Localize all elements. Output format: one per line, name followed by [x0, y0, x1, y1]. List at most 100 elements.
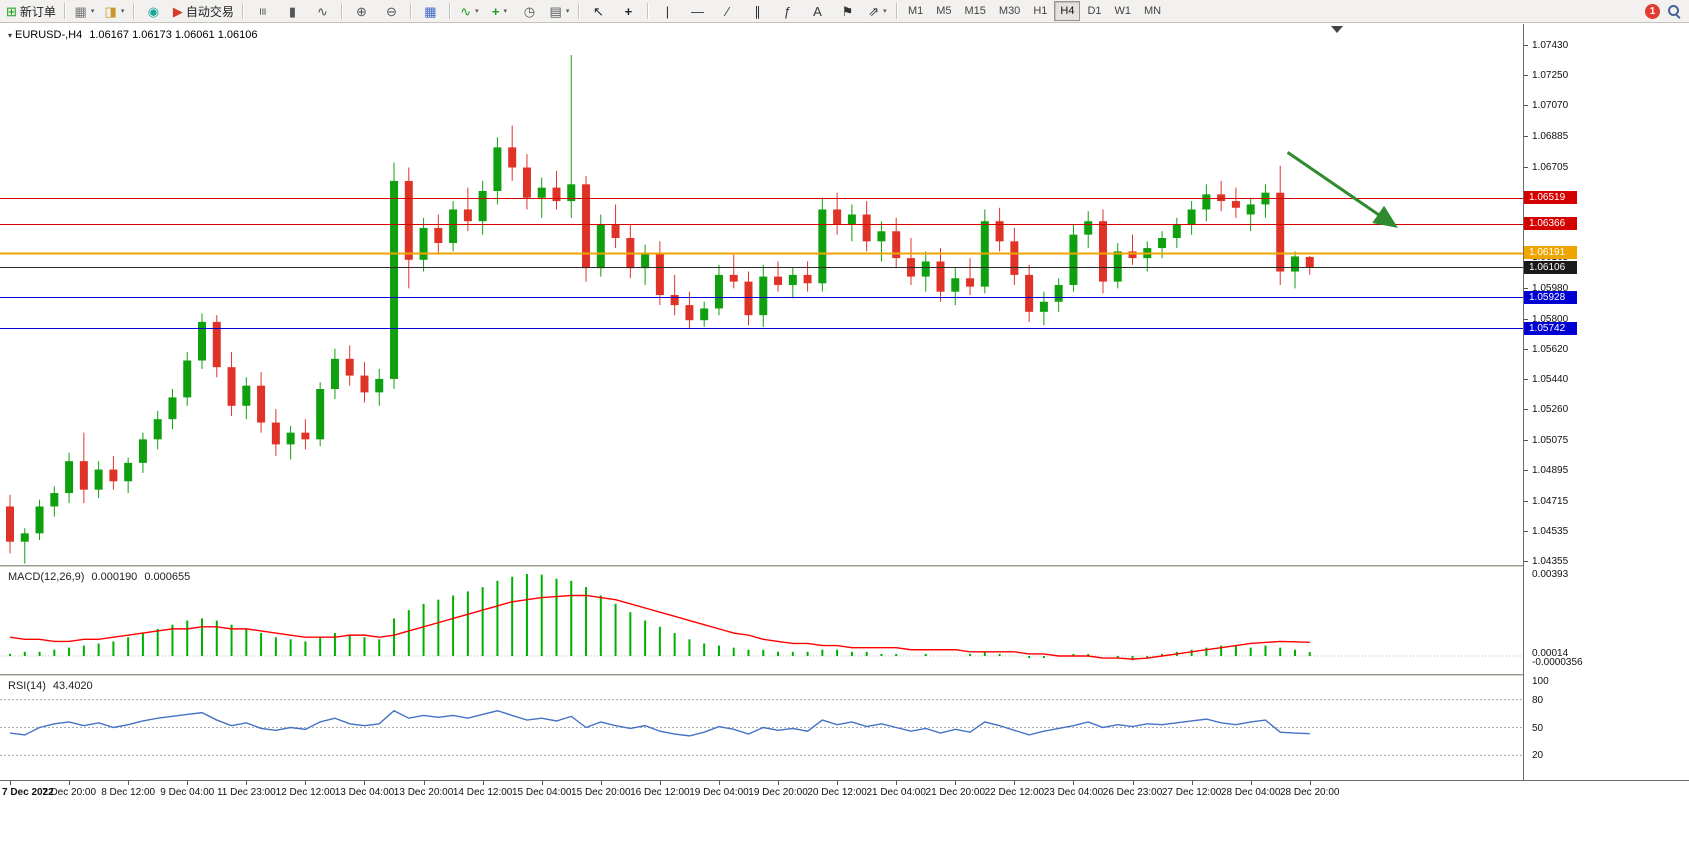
arrows-icon-dropdown-caret[interactable]: ▾ [883, 8, 887, 15]
text-icon: A [813, 3, 822, 19]
period-clock-icon[interactable]: ◷ [515, 0, 544, 22]
search-icon[interactable] [1667, 4, 1681, 18]
indicators-icon[interactable]: ∿ ▾ [455, 0, 484, 22]
price-tick-mark [1524, 105, 1528, 107]
algo-status-icon[interactable]: ◉ [139, 0, 168, 22]
candle [921, 261, 930, 277]
candle [375, 378, 384, 393]
templates-icon-dropdown-caret[interactable]: ▾ [565, 8, 570, 15]
candle [35, 506, 44, 534]
toolbar-separator [241, 3, 244, 19]
timeframe-m5[interactable]: M5 [936, 5, 952, 17]
time-tick-mark [1250, 781, 1252, 785]
support-badge-1: 1.05928 [1524, 290, 1577, 304]
price-axis[interactable]: 1.07430 1.07250 1.07070 1.06885 1.06705 1.061… [1523, 24, 1689, 780]
timeframe-h4[interactable]: H4 [1054, 1, 1081, 21]
macd-signal-line [9, 594, 1310, 660]
rsi-pane[interactable] [0, 677, 1523, 780]
new-chart-icon-dropdown-caret[interactable]: ▾ [90, 8, 95, 15]
new-order-button-icon: ⊞ [6, 3, 17, 19]
zoom-out-icon[interactable]: ⊖ [377, 0, 406, 22]
time-axis[interactable]: 7 Dec 2022 7 Dec 20:00 8 Dec 12:00 9 Dec 04… [0, 780, 1689, 804]
profiles-icon-dropdown-caret[interactable]: ▾ [120, 8, 125, 15]
trend-arrow[interactable] [1286, 151, 1398, 228]
timeframe-mn[interactable]: MN [1144, 5, 1162, 17]
tile-windows-icon: ▦ [424, 3, 437, 19]
candle [434, 227, 443, 244]
timeframe-m1[interactable]: M1 [907, 5, 924, 17]
macd-value: 0.000190 [91, 571, 138, 583]
add-indicator-icon-dropdown-caret[interactable]: ▾ [503, 8, 507, 15]
new-chart-icon[interactable]: ▦ ▾ [70, 0, 99, 22]
price-tick-label: 1.07070 [1532, 100, 1569, 112]
rsi-label: RSI(14) 43.4020 [8, 680, 93, 692]
templates-icon[interactable]: ▤ ▾ [545, 0, 574, 22]
candle [1098, 221, 1107, 282]
profiles-icon[interactable]: ◨ ▾ [100, 0, 129, 22]
notification-badge[interactable]: 1 [1645, 3, 1660, 19]
time-tick-mark [69, 781, 71, 785]
trendline-icon[interactable]: ∕ [713, 0, 742, 22]
channel-icon: ∥ [754, 3, 761, 19]
time-tick-label: 11 Dec 23:00 [216, 787, 276, 798]
candle [655, 253, 664, 296]
autotrading-button[interactable]: ▶ 自动交易 [169, 0, 238, 22]
candle [508, 147, 517, 168]
candle [109, 469, 118, 482]
candle [951, 278, 960, 292]
bar-chart-icon[interactable]: ≡ [248, 0, 277, 22]
time-tick-mark [305, 781, 307, 785]
crosshair-icon[interactable]: + [614, 0, 643, 22]
time-tick-label: 21 Dec 20:00 [925, 787, 986, 798]
indicators-icon: ∿ [460, 3, 472, 19]
timeframe-d1[interactable]: D1 [1087, 5, 1102, 17]
time-tick-label: 28 Dec 04:00 [1220, 787, 1281, 798]
new-order-button[interactable]: ⊞ 新订单 [2, 0, 60, 22]
candle [729, 274, 738, 282]
candle [1084, 221, 1093, 235]
indicators-icon-dropdown-caret[interactable]: ▾ [475, 8, 479, 15]
line-chart-icon[interactable]: ∿ [308, 0, 337, 22]
new-chart-icon: ▦ [74, 3, 87, 19]
fibonacci-icon[interactable]: ƒ [773, 0, 802, 22]
timeframe-w1[interactable]: W1 [1114, 5, 1132, 17]
candlestick-chart-icon[interactable]: ▮ [278, 0, 307, 22]
new-order-button-label: 新订单 [19, 4, 56, 19]
price-tick-mark [1524, 166, 1528, 168]
horizontal-line-icon[interactable]: — [683, 0, 712, 22]
timeframe-m15[interactable]: M15 [964, 5, 986, 17]
tile-windows-icon[interactable]: ▦ [416, 0, 445, 22]
rsi-pane-divider[interactable] [0, 674, 1689, 677]
macd-pane-divider[interactable] [0, 565, 1689, 568]
bar-chart-icon: ≡ [254, 7, 270, 15]
label-icon[interactable]: ⚑ [833, 0, 862, 22]
main-chart[interactable] [0, 24, 1523, 565]
vertical-line-icon[interactable]: | [653, 0, 682, 22]
macd-axis-label: 0.00014 [1532, 648, 1569, 660]
cursor-icon[interactable]: ↖ [584, 0, 613, 22]
time-tick-mark [187, 781, 189, 785]
timeframe-h1[interactable]: H1 [1033, 5, 1048, 17]
price-tick-mark [1524, 409, 1528, 411]
profiles-icon: ◨ [104, 3, 117, 19]
candle [242, 385, 251, 406]
add-indicator-icon[interactable]: + ▾ [485, 0, 514, 22]
candle [774, 276, 783, 285]
time-tick-label: 22 Dec 12:00 [984, 787, 1045, 798]
time-tick-label: 13 Dec 20:00 [393, 787, 454, 798]
text-icon[interactable]: A [803, 0, 832, 22]
time-tick-mark [600, 781, 602, 785]
zoom-in-icon[interactable]: ⊕ [347, 0, 376, 22]
arrows-icon[interactable]: ⇗ ▾ [863, 0, 892, 22]
channel-icon[interactable]: ∥ [743, 0, 772, 22]
chart-ohlc: 1.06167 1.06173 1.06061 1.06106 [89, 29, 258, 41]
time-tick-label: 27 Dec 12:00 [1161, 787, 1222, 798]
macd-pane[interactable] [0, 568, 1523, 674]
time-tick-mark [364, 781, 366, 785]
chart-shift-marker[interactable] [1331, 26, 1343, 33]
rsi-axis-label: 50 [1532, 722, 1544, 734]
candle [183, 360, 192, 398]
macd-signal-value: 0.000655 [144, 571, 191, 583]
toolbar-separator [340, 3, 343, 19]
timeframe-m30[interactable]: M30 [998, 5, 1021, 17]
